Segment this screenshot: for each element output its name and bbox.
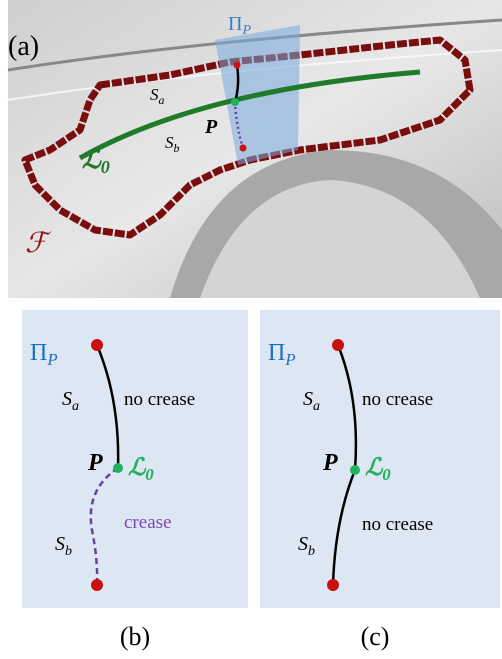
s-a-sub: a (72, 399, 79, 414)
lower-note: crease (124, 512, 171, 533)
plane-sub: P (241, 23, 251, 38)
panel-label: (a) (8, 31, 39, 62)
s-a-base: S (303, 388, 313, 410)
endpoint (234, 62, 241, 69)
curve-base: ℒ (365, 455, 384, 481)
s-b-sub: b (174, 141, 180, 155)
point (113, 463, 123, 473)
plane-sub: P (284, 350, 295, 369)
point (231, 98, 239, 106)
panel-b: ΠP Sa no crease P ℒ0 crease Sb (b) (22, 310, 248, 651)
s-b-base: S (298, 533, 308, 555)
endpoint (327, 579, 339, 591)
s-b-sub: b (65, 544, 72, 559)
plane-sub: P (46, 350, 57, 369)
curve-sub: 0 (145, 465, 154, 484)
point-label: P (87, 450, 103, 476)
lower-note: no crease (362, 514, 433, 535)
curve-sub: 0 (101, 157, 110, 177)
s-a-base: S (62, 388, 72, 410)
endpoint (91, 339, 103, 351)
upper-note: no crease (124, 389, 195, 410)
curve-sub: 0 (382, 465, 391, 484)
plane-base: Π (30, 340, 47, 366)
point-label: P (204, 116, 218, 138)
panel-a: (a) ΠP Sa Sb P ℒ0 ℱ (8, 0, 502, 298)
endpoint (91, 579, 103, 591)
upper-note: no crease (362, 389, 433, 410)
figure: (a) ΠP Sa Sb P ℒ0 ℱ ΠP Sa no crease P ℒ0… (0, 0, 502, 659)
curve-base: ℒ (82, 145, 102, 174)
endpoint (240, 145, 247, 152)
panel-label: (b) (120, 622, 150, 651)
point-label: P (322, 450, 338, 476)
point (350, 465, 360, 475)
panel-label: (c) (361, 622, 390, 651)
plane-base: Π (228, 13, 242, 35)
s-a-sub: a (159, 93, 165, 107)
panel-c: ΠP Sa no crease P ℒ0 no crease Sb (c) (260, 310, 500, 651)
s-b-sub: b (308, 544, 315, 559)
s-b-base: S (55, 533, 65, 555)
plane-base: Π (268, 340, 285, 366)
s-a-sub: a (313, 399, 320, 414)
endpoint (332, 339, 344, 351)
curve-base: ℒ (128, 455, 147, 481)
